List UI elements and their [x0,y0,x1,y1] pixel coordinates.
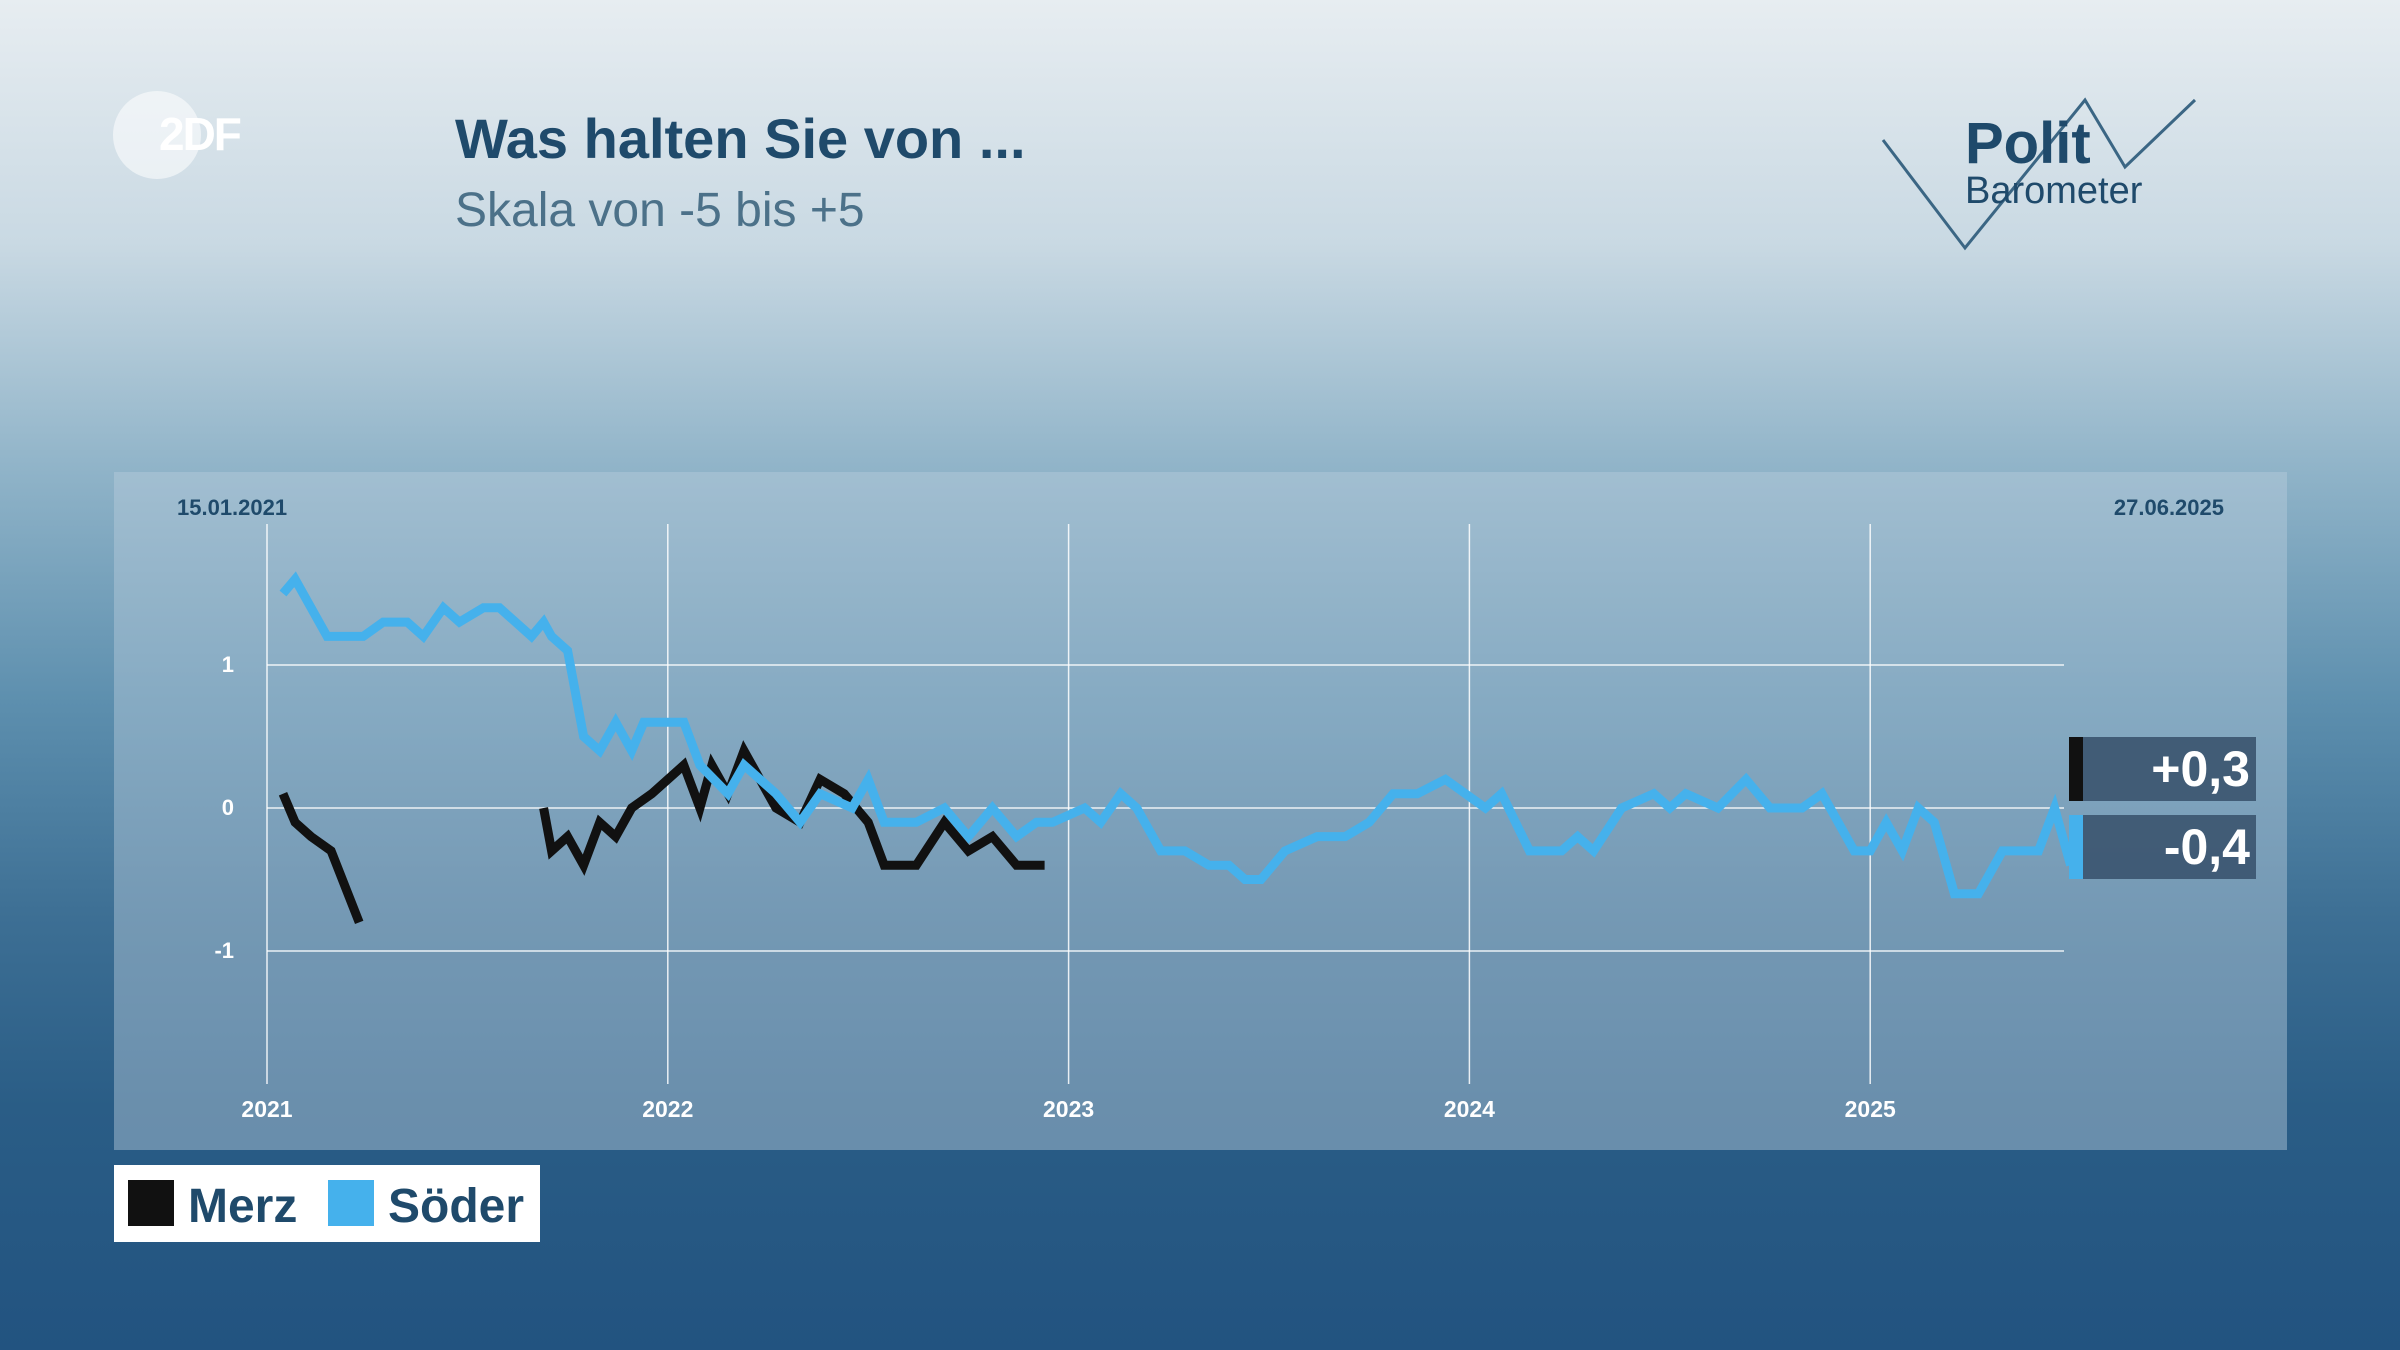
start-date-label: 15.01.2021 [177,495,287,520]
end-value-label-merz: +0,3 [2069,737,2256,801]
end-value-box [2083,815,2256,879]
y-tick-label: -1 [214,938,234,963]
chart-title: Was halten Sie von ... [455,107,1026,170]
y-tick-label: 0 [222,795,234,820]
x-tick-label: 2023 [1043,1096,1094,1122]
legend-swatch-soeder [328,1180,374,1226]
legend-label-soeder: Söder [388,1180,525,1233]
series-line-merz [539,740,1045,876]
politbarometer-logo: Polit Barometer [1881,97,2197,251]
legend: Merz Söder [114,1165,540,1242]
end-date-label: 27.06.2025 [2114,495,2224,520]
zdf-logo: 2DF [113,91,243,179]
legend-swatch-merz [128,1180,174,1226]
x-tick-label: 2021 [241,1096,292,1122]
y-tick-label: 1 [222,652,234,677]
end-value-box [2083,737,2256,801]
end-value-label-soeder: -0,4 [2069,815,2256,879]
logo-word-polit: Polit [1965,111,2091,176]
x-tick-label: 2022 [642,1096,693,1122]
end-value-text: +0,3 [2151,741,2250,797]
series-line-merz [278,791,364,925]
line-chart: 1 0 -1 2021 2022 2023 2024 2025 15.01.2021 27.06.… [177,495,2256,1122]
end-value-marker [2069,815,2083,879]
chart-subtitle: Skala von -5 bis +5 [455,184,865,237]
logo-word-barometer: Barometer [1965,170,2143,212]
legend-label-merz: Merz [188,1180,298,1233]
svg-text:2DF: 2DF [159,108,241,160]
end-value-text: -0,4 [2164,819,2250,875]
series-line-soeder [279,571,2075,899]
x-tick-label: 2025 [1845,1096,1896,1122]
x-tick-label: 2024 [1444,1096,1495,1122]
end-value-marker [2069,737,2083,801]
chart-panel: 1 0 -1 2021 2022 2023 2024 2025 15.01.2021 27.06.… [114,472,2287,1150]
